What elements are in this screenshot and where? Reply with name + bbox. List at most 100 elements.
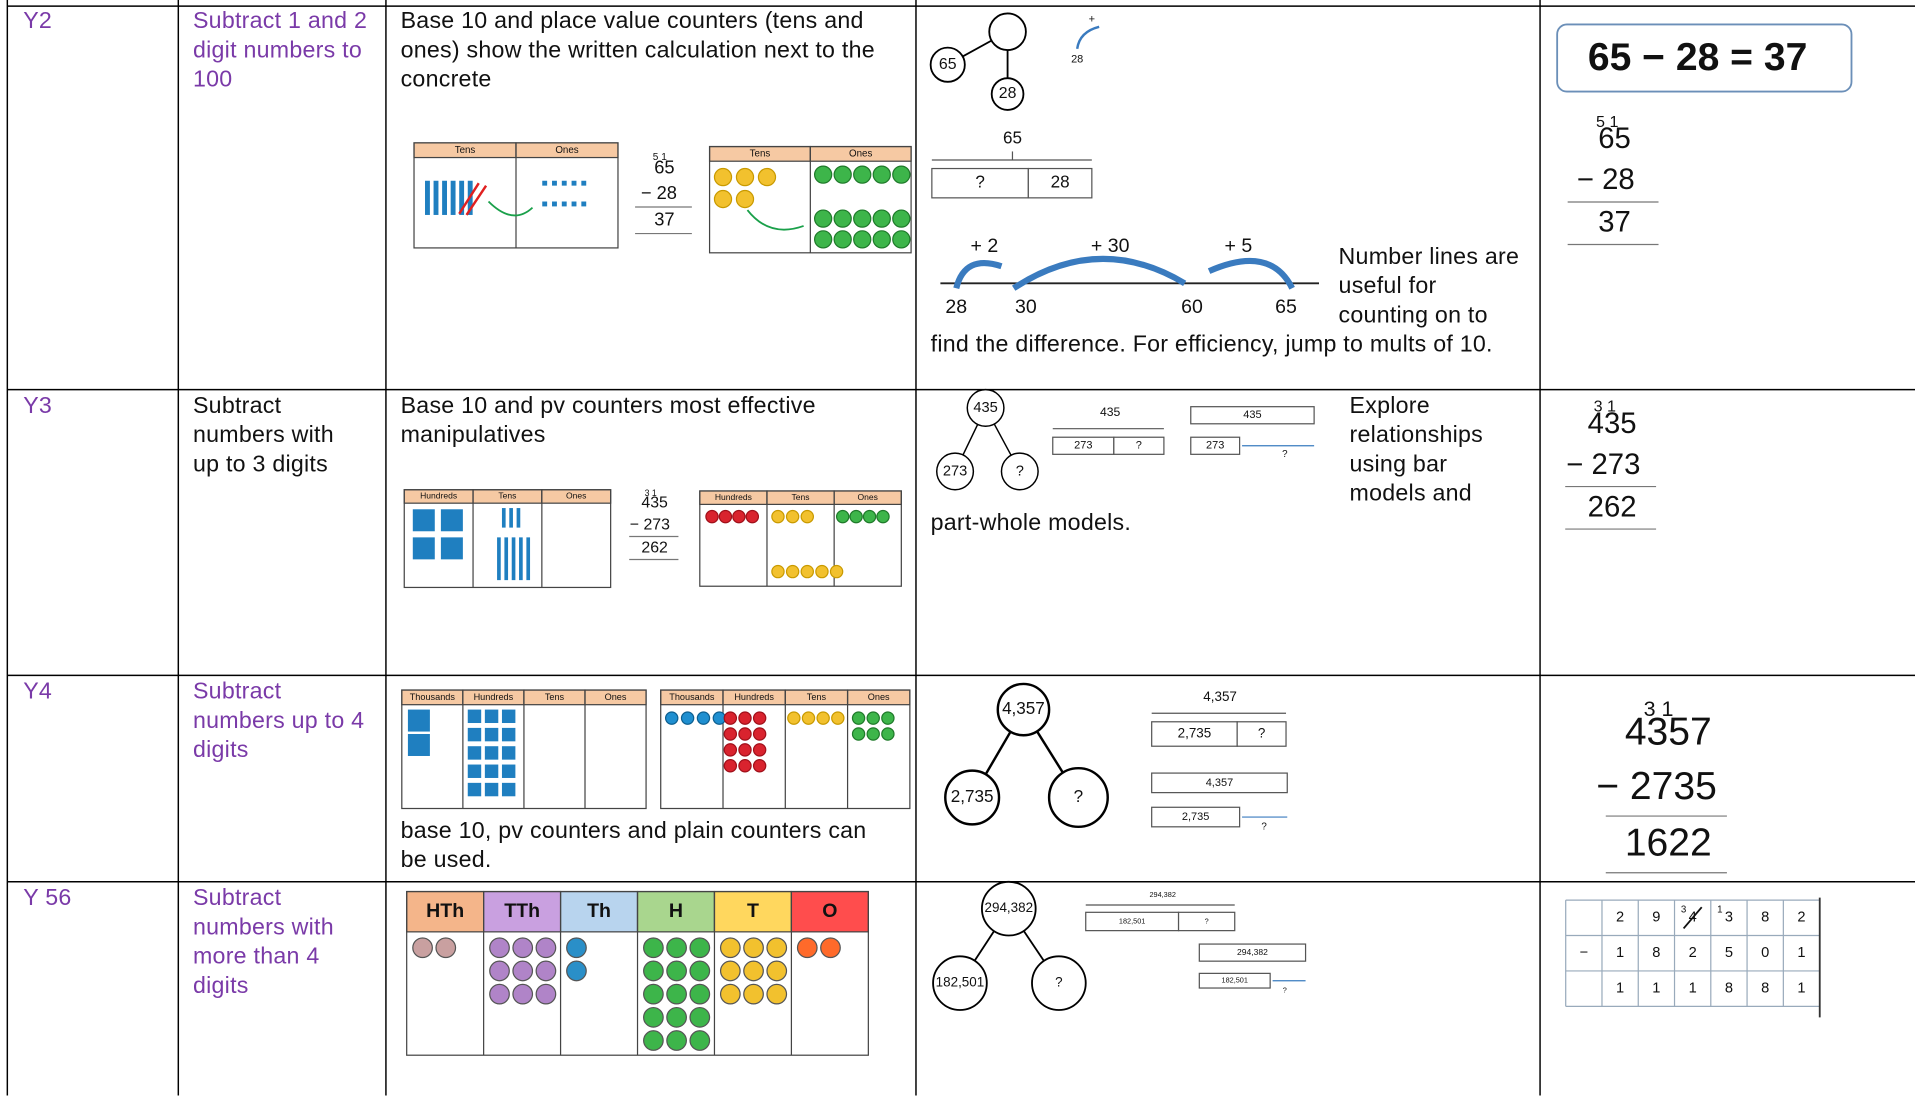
grid-digit: 1 bbox=[1797, 981, 1805, 997]
counter bbox=[766, 983, 788, 1005]
chart-header: Tens bbox=[807, 692, 827, 702]
jump-label: + 5 bbox=[1225, 235, 1253, 257]
counter bbox=[851, 711, 866, 725]
grid-digit: − bbox=[1580, 945, 1589, 961]
jump-start: 28 bbox=[1071, 54, 1083, 66]
pictorial-text: Number lines are useful for counting on … bbox=[1338, 244, 1520, 329]
counter bbox=[800, 564, 814, 579]
tens-rod bbox=[425, 180, 430, 215]
equation-box bbox=[1556, 23, 1853, 93]
counter bbox=[872, 230, 891, 249]
counter bbox=[849, 509, 863, 524]
objective: Subtract numbers with more than 4 digits bbox=[192, 885, 334, 1000]
bar-missing: ? bbox=[1261, 821, 1267, 832]
ones-cube bbox=[571, 201, 577, 207]
grid-digit: 1 bbox=[1616, 945, 1624, 961]
counter bbox=[833, 165, 852, 184]
counter bbox=[766, 937, 788, 959]
hundreds-square bbox=[467, 782, 482, 797]
grid-digit: 1 bbox=[1689, 981, 1697, 997]
counter bbox=[689, 1006, 711, 1028]
counter bbox=[689, 937, 711, 959]
grid-digit: 9 bbox=[1652, 910, 1660, 926]
part-whole-circle bbox=[929, 46, 966, 83]
bar-whole: 4,357 bbox=[1203, 689, 1237, 704]
chart-header: Thousands bbox=[410, 692, 456, 702]
counter bbox=[738, 727, 752, 741]
tens-rod bbox=[459, 180, 465, 215]
hundreds-square bbox=[484, 764, 499, 778]
part-whole-circle bbox=[944, 769, 1001, 826]
counter bbox=[723, 759, 738, 773]
bar-label: 28 bbox=[1051, 173, 1070, 192]
counter bbox=[566, 960, 587, 982]
counter bbox=[735, 189, 755, 209]
bar-box bbox=[1198, 943, 1307, 962]
part-whole-label: ? bbox=[1016, 463, 1024, 479]
counter bbox=[787, 711, 801, 725]
bar-box bbox=[1177, 911, 1236, 932]
chart-header: O bbox=[822, 900, 837, 922]
hundreds-square bbox=[484, 746, 499, 760]
part-whole-circle bbox=[988, 12, 1027, 51]
bar-whole: 435 bbox=[1100, 405, 1121, 419]
counter bbox=[643, 1030, 664, 1051]
chart-frame bbox=[403, 489, 612, 589]
counter bbox=[785, 509, 800, 524]
part-whole-label: ? bbox=[1074, 787, 1084, 806]
counter bbox=[743, 937, 764, 959]
hundreds-square bbox=[440, 537, 463, 560]
calc-bottom: − 28 bbox=[641, 182, 677, 203]
counter bbox=[666, 960, 687, 982]
counter bbox=[435, 937, 457, 959]
grid-digit: 1 bbox=[1616, 981, 1624, 997]
counter bbox=[512, 960, 534, 982]
counter bbox=[872, 209, 891, 228]
counter bbox=[816, 711, 830, 725]
bar-box bbox=[1236, 721, 1287, 747]
ones-cube bbox=[581, 201, 587, 207]
grid-carry: 3 bbox=[1681, 904, 1686, 915]
bar-box bbox=[1198, 972, 1271, 989]
hundreds-square bbox=[412, 509, 435, 532]
counter bbox=[696, 711, 711, 725]
grid-digit: 1 bbox=[1652, 981, 1660, 997]
counter bbox=[723, 711, 738, 725]
chart-header: Hundreds bbox=[715, 492, 752, 502]
chart-header: Ones bbox=[605, 692, 627, 702]
calc-bottom: − 28 bbox=[1577, 163, 1635, 196]
chart-header: Thousands bbox=[669, 692, 715, 702]
counter bbox=[881, 727, 895, 741]
chart-header: Th bbox=[587, 900, 611, 922]
counter bbox=[752, 759, 767, 773]
part-whole-label: 2,735 bbox=[951, 787, 994, 806]
counter bbox=[719, 983, 741, 1005]
calc-result: 1622 bbox=[1625, 822, 1712, 865]
cross-out bbox=[458, 182, 488, 216]
bar-label: 4,357 bbox=[1206, 777, 1234, 789]
counter bbox=[643, 937, 664, 959]
bar-box bbox=[1151, 772, 1288, 794]
counter bbox=[853, 209, 872, 228]
part-whole-circle bbox=[1047, 766, 1109, 829]
jump-arc bbox=[1207, 257, 1295, 290]
grid-carry: 1 bbox=[1717, 904, 1722, 915]
part-whole-label: 294,382 bbox=[985, 900, 1034, 915]
counter bbox=[512, 983, 534, 1005]
carry-digits: 3 1 bbox=[645, 488, 657, 498]
grid-digit: 0 bbox=[1761, 945, 1769, 961]
counter bbox=[566, 937, 587, 959]
part-whole-label: 273 bbox=[943, 463, 967, 479]
tens-rod bbox=[442, 180, 447, 215]
calc-bottom: − 273 bbox=[630, 517, 670, 534]
carry-digits: 5 1 bbox=[1596, 113, 1618, 131]
hundreds-square bbox=[501, 764, 516, 778]
part-whole-label: ? bbox=[1055, 975, 1062, 990]
counter bbox=[757, 167, 777, 187]
hundreds-square bbox=[440, 509, 463, 532]
calc-top: 435 bbox=[641, 494, 668, 511]
bar-label: 2,735 bbox=[1182, 811, 1210, 823]
ones-cube bbox=[571, 180, 577, 186]
